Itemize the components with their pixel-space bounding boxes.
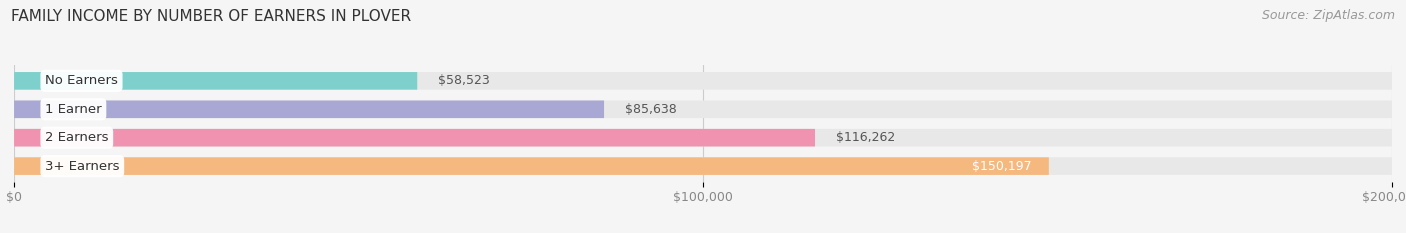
Text: $150,197: $150,197: [972, 160, 1032, 173]
Text: Source: ZipAtlas.com: Source: ZipAtlas.com: [1261, 9, 1395, 22]
FancyBboxPatch shape: [14, 72, 1392, 90]
Text: 1 Earner: 1 Earner: [45, 103, 101, 116]
Text: No Earners: No Earners: [45, 74, 118, 87]
FancyBboxPatch shape: [14, 157, 1049, 175]
Text: 3+ Earners: 3+ Earners: [45, 160, 120, 173]
Text: 2 Earners: 2 Earners: [45, 131, 108, 144]
FancyBboxPatch shape: [14, 100, 1392, 118]
FancyBboxPatch shape: [14, 129, 815, 147]
FancyBboxPatch shape: [14, 157, 1392, 175]
Text: FAMILY INCOME BY NUMBER OF EARNERS IN PLOVER: FAMILY INCOME BY NUMBER OF EARNERS IN PL…: [11, 9, 412, 24]
Text: $85,638: $85,638: [624, 103, 676, 116]
Text: $116,262: $116,262: [835, 131, 896, 144]
FancyBboxPatch shape: [14, 129, 1392, 147]
FancyBboxPatch shape: [14, 100, 605, 118]
FancyBboxPatch shape: [14, 72, 418, 90]
Text: $58,523: $58,523: [437, 74, 489, 87]
